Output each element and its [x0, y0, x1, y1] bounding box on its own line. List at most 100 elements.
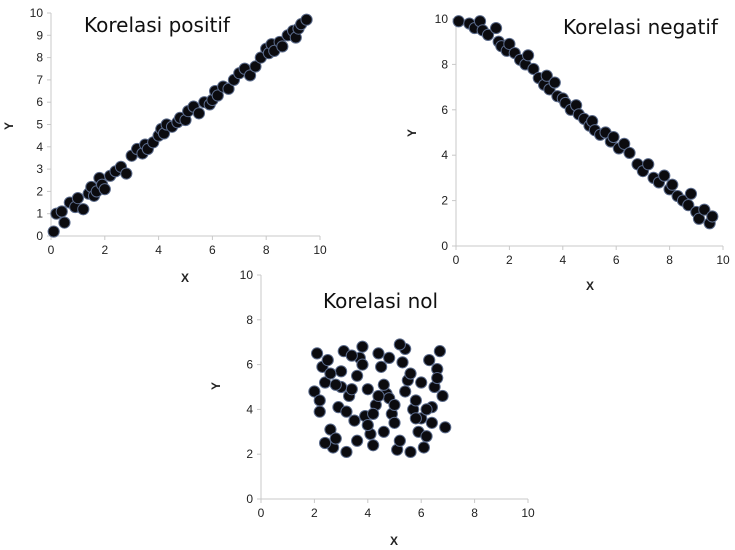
y-axis-label: Y — [405, 129, 419, 137]
x-axis-label: X — [390, 534, 398, 548]
plot-area: 0 2 4 6 8 10 0 2 4 6 8 10 — [240, 268, 535, 520]
chart-title: Korelasi negatif — [563, 15, 719, 39]
data-point — [375, 360, 388, 373]
data-point — [98, 183, 111, 196]
data-point — [420, 430, 433, 443]
data-point — [308, 385, 321, 398]
y-tick-label: 3 — [36, 162, 43, 176]
data-point — [503, 37, 516, 51]
y-tick-label: 10 — [240, 268, 254, 282]
x-tick-label: 10 — [313, 243, 327, 257]
data-point — [340, 405, 353, 418]
data-point — [300, 13, 313, 26]
x-tick-label: 0 — [258, 506, 265, 520]
data-point — [393, 338, 406, 351]
data-point — [417, 441, 430, 454]
y-tick-label: 2 — [246, 447, 253, 461]
data-point — [409, 412, 422, 425]
y-tick-label: 1 — [36, 207, 43, 221]
y-tick-label: 5 — [36, 118, 43, 132]
data-point — [425, 416, 438, 429]
y-tick-label: 2 — [441, 194, 448, 208]
data-point — [540, 69, 553, 82]
data-point — [415, 376, 428, 389]
data-point — [388, 416, 401, 429]
data-point — [393, 434, 406, 447]
data-point — [58, 216, 71, 229]
y-tick-label: 4 — [36, 140, 43, 154]
y-tick-label: 7 — [36, 73, 43, 87]
data-point — [329, 432, 342, 445]
data-point — [420, 403, 433, 416]
data-point — [607, 130, 620, 144]
x-tick-label: 6 — [209, 243, 216, 257]
plot-area: 0 1 2 3 4 5 6 7 8 9 10 0 2 4 6 8 10 — [30, 6, 327, 257]
y-tick-label: 8 — [246, 313, 253, 327]
y-tick-label: 2 — [36, 184, 43, 198]
x-axis-label: X — [181, 271, 189, 285]
data-point — [351, 369, 364, 382]
data-point — [310, 347, 324, 360]
data-point — [399, 385, 412, 398]
data-point — [436, 389, 449, 403]
data-point — [345, 349, 358, 362]
x-tick-label: 0 — [48, 243, 55, 257]
data-point — [433, 345, 446, 358]
x-tick-label: 4 — [364, 506, 371, 520]
data-point — [521, 49, 535, 62]
data-point — [404, 367, 417, 380]
data-point — [527, 62, 540, 76]
data-point — [409, 394, 422, 407]
data-point — [324, 423, 337, 436]
data-point — [404, 445, 417, 459]
data-point — [377, 378, 390, 391]
x-tick-label: 8 — [263, 243, 270, 257]
data-point — [481, 28, 495, 41]
data-point — [361, 383, 374, 396]
data-point — [321, 354, 334, 367]
data-point — [388, 398, 401, 412]
data-point — [276, 40, 289, 53]
data-point — [249, 60, 262, 73]
data-point — [120, 167, 133, 180]
data-point — [423, 354, 436, 367]
y-tick-label: 9 — [36, 28, 43, 42]
data-point — [372, 389, 385, 403]
data-point — [548, 76, 561, 89]
y-tick-label: 6 — [36, 95, 43, 109]
x-tick-label: 6 — [613, 253, 620, 267]
chart-zero: Korelasi nol Y X 0 2 4 6 8 10 0 2 4 6 8 10 — [209, 268, 535, 548]
data-point — [666, 178, 679, 191]
y-tick-label: 4 — [441, 148, 448, 162]
data-point — [340, 445, 353, 459]
data-point — [222, 82, 235, 95]
y-tick-label: 10 — [435, 12, 449, 26]
y-tick-label: 0 — [441, 239, 448, 253]
data-point — [329, 378, 342, 391]
data-point — [47, 225, 60, 238]
data-point — [335, 365, 348, 378]
chart-title: Korelasi nol — [323, 289, 438, 313]
data-point — [318, 436, 332, 450]
data-point — [489, 21, 503, 35]
y-axis-label: Y — [209, 382, 223, 390]
data-point — [211, 89, 224, 102]
y-tick-label: 8 — [441, 57, 448, 71]
x-tick-label: 8 — [471, 506, 478, 520]
y-tick-label: 0 — [36, 229, 43, 243]
data-point — [313, 394, 326, 407]
data-point — [192, 107, 206, 120]
x-tick-label: 10 — [521, 506, 535, 520]
data-point — [243, 69, 257, 82]
plot-area: 0 2 4 6 8 10 0 2 4 6 8 10 — [435, 12, 730, 267]
y-tick-label: 6 — [246, 358, 253, 372]
data-point — [692, 212, 706, 225]
x-tick-label: 10 — [716, 253, 730, 267]
data-point — [348, 414, 361, 427]
data-point — [439, 421, 452, 434]
y-tick-label: 10 — [30, 6, 44, 20]
chart-negative: Korelasi negatif Y X 0 2 4 6 8 10 0 2 4 6 8 10 — [405, 12, 730, 293]
chart-positive: Korelasi positif Y X 0 1 2 3 4 5 6 7 8 9 10 0 2 4 6 8 10 — [2, 6, 327, 285]
data-point — [623, 146, 636, 160]
